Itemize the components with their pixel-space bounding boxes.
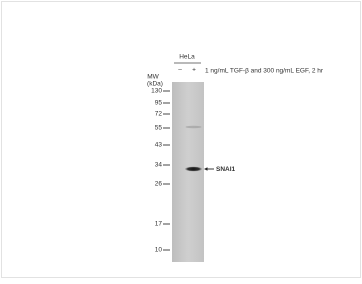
faint-band: [186, 126, 202, 128]
lane-label: +: [192, 67, 196, 74]
marker-label: 95: [155, 100, 163, 107]
marker-label: 26: [155, 181, 163, 188]
marker-label: 34: [155, 162, 163, 169]
marker-label: 55: [155, 125, 163, 132]
figure: HeLa – + 1 ng/mL TGF-β and 300 ng/mL EGF…: [0, 0, 362, 279]
marker-label: 43: [155, 142, 163, 149]
treatment-label: 1 ng/mL TGF-β and 300 ng/mL EGF, 2 hr: [205, 68, 324, 75]
marker-label: 17: [155, 221, 163, 228]
band: [185, 167, 202, 172]
marker-label: 10: [155, 247, 163, 254]
mw-unit: (kDa): [147, 81, 163, 88]
sample-label: HeLa: [179, 54, 195, 61]
blot: [172, 82, 204, 262]
marker-label: 130: [151, 88, 162, 95]
target-label: SNAI1: [216, 166, 236, 173]
mw-title: MW: [147, 74, 159, 81]
marker-label: 72: [155, 111, 163, 118]
lane-label: –: [178, 67, 182, 74]
